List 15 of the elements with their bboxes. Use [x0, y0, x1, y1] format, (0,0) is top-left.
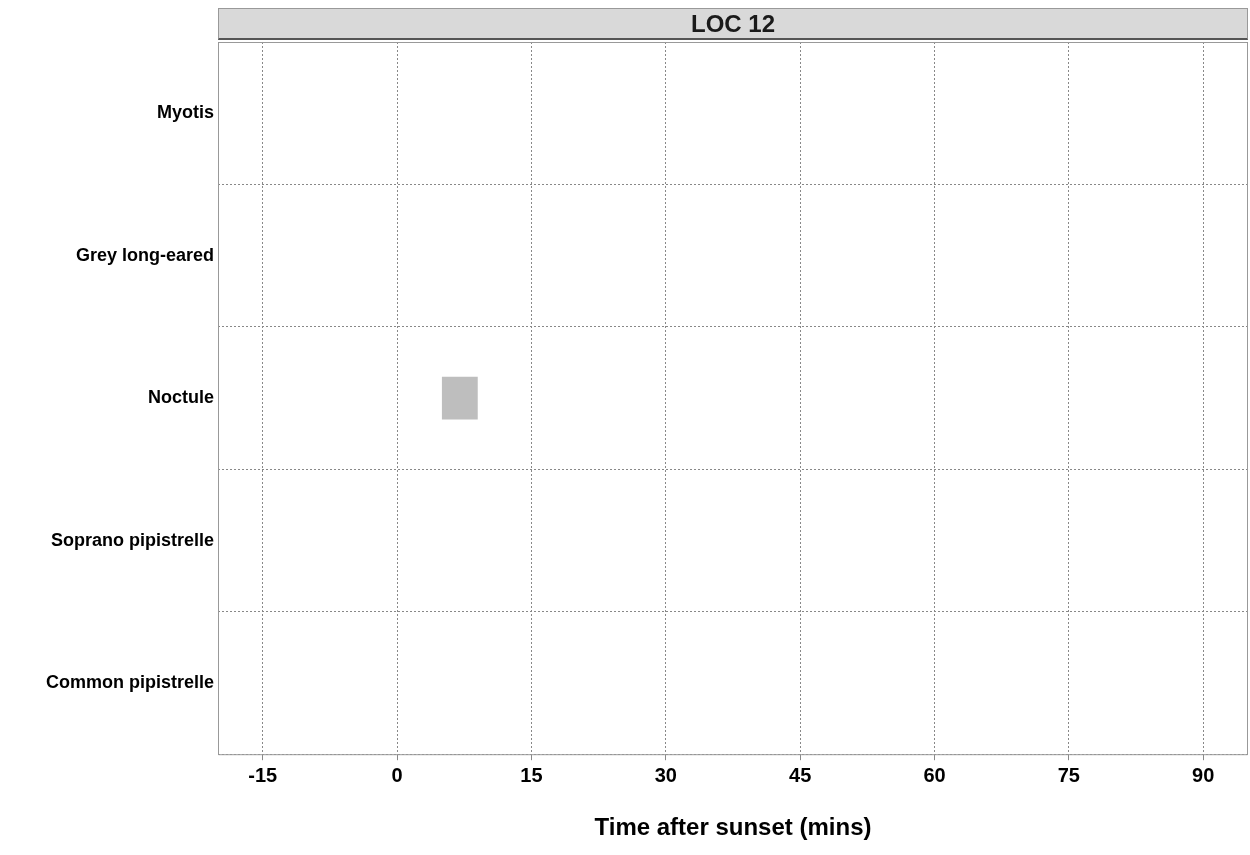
x-tick-label: 60 [923, 763, 946, 786]
y-tick-label: Myotis [156, 102, 214, 123]
y-tick-label: Noctule [147, 387, 214, 408]
x-tick-label: -15 [248, 763, 278, 786]
x-tick-label: 15 [520, 763, 543, 786]
chart-title: LOC 12 [218, 8, 1248, 40]
x-axis-title: Time after sunset (mins) [594, 813, 872, 841]
y-tick-label: Soprano pipistrelle [50, 529, 214, 550]
y-tick-label: Common pipistrelle [45, 671, 214, 692]
x-tick-label: 45 [789, 763, 812, 786]
x-tick-label: 30 [654, 763, 677, 786]
y-tick-label: Grey long-eared [75, 244, 214, 265]
x-tick-label: 90 [1192, 763, 1215, 786]
x-tick-label: 75 [1057, 763, 1080, 786]
x-tick-label: 0 [391, 763, 403, 786]
